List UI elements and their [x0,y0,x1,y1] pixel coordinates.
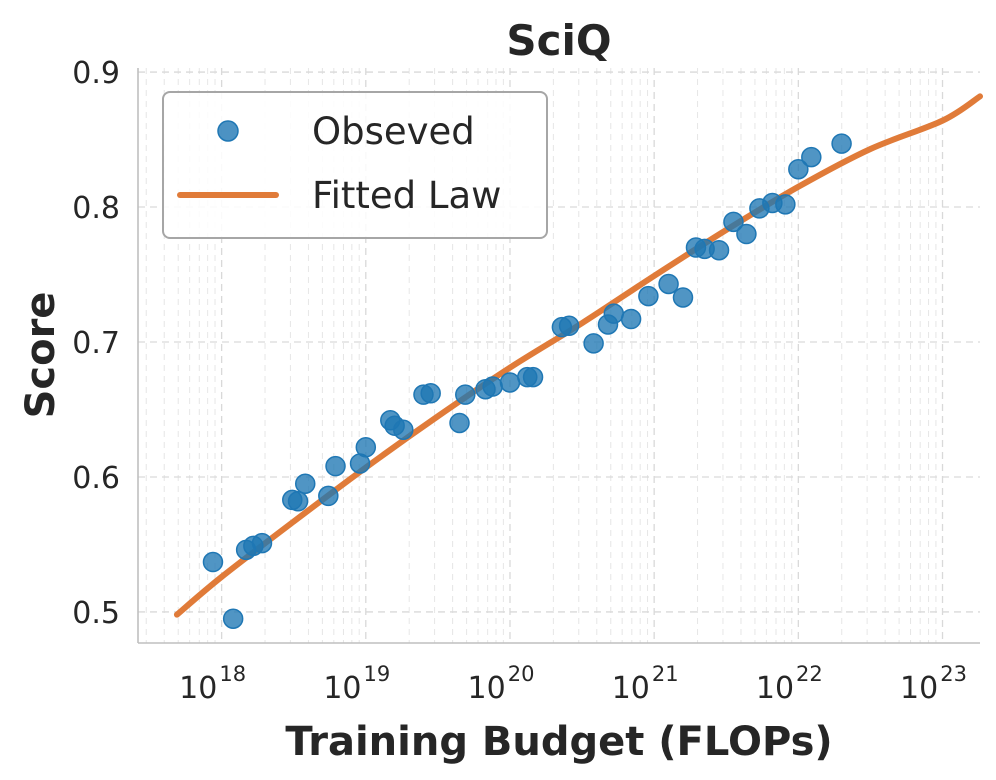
observed-point [325,455,346,477]
observed-point [708,239,730,261]
observed-point [522,366,544,388]
y-tick-labels: 0.5 0.6 0.7 0.8 0.9 [72,56,120,631]
legend: Obseved Fitted Law [162,91,548,239]
fitted-law-series [173,93,983,618]
x-tick-label: 1023 [900,662,967,706]
observed-point [222,608,244,629]
observed-point [393,419,414,440]
x-tick-label: 1021 [612,662,679,706]
legend-observed-label: Obseved [312,110,475,153]
observed-point [788,158,809,180]
observed-point [287,491,309,512]
observed-point [420,383,441,404]
observed-point [455,384,476,405]
observed-point [672,287,694,308]
y-tick-label: 0.6 [72,461,120,496]
observed-point [355,437,377,458]
observed-point [583,333,604,354]
y-axis-label: Score [18,292,64,419]
grid [138,68,980,643]
x-tick-labels: 1018 1019 1020 1021 1022 1023 [179,662,967,706]
observed-point [775,194,796,215]
x-tick-label: 1022 [756,662,823,706]
observed-point [736,223,757,245]
observed-point [202,551,224,573]
observed-point [318,485,339,507]
observed-point [638,285,659,307]
fitted-law-line [173,93,983,618]
observed-point [620,308,642,330]
axes-spines [137,68,980,644]
observed-point [251,532,273,554]
observed-series [202,133,852,629]
x-tick-label: 1019 [323,662,390,706]
chart-title: SciQ [506,16,611,65]
observed-point [499,372,521,393]
x-tick-label: 1018 [179,662,246,706]
observed-point [449,412,470,434]
legend-box [162,91,548,239]
observed-point [723,211,744,233]
observed-point [801,146,822,168]
legend-observed-marker [217,120,239,142]
x-tick-label: 1020 [468,662,535,706]
x-axis-label: Training Budget (FLOPs) [285,719,832,765]
y-tick-label: 0.9 [72,56,120,91]
observed-point [482,376,503,397]
observed-point [603,303,625,324]
observed-point [558,315,580,337]
observed-point [658,273,679,295]
y-tick-label: 0.5 [72,596,120,631]
observed-point [294,473,316,494]
y-tick-label: 0.7 [72,326,120,361]
legend-fitted-label: Fitted Law [312,174,501,217]
observed-point [831,133,852,154]
y-tick-label: 0.8 [72,191,120,226]
